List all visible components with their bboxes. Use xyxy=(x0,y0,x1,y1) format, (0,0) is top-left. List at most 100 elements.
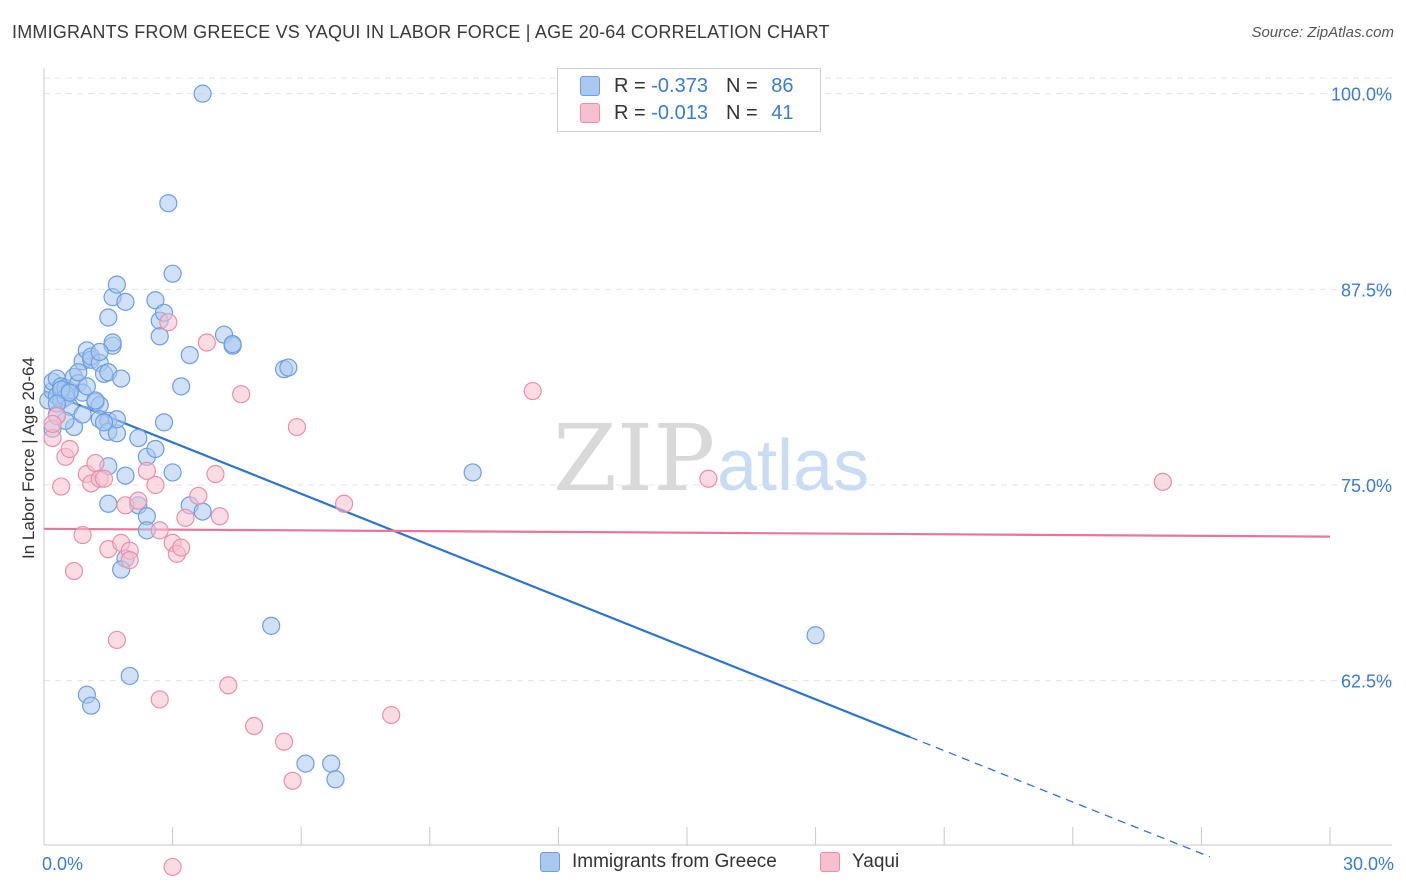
point-greece xyxy=(463,463,482,482)
point-yaqui xyxy=(146,475,165,495)
point-yaqui xyxy=(137,461,156,480)
point-greece xyxy=(154,413,174,432)
point-greece xyxy=(193,502,212,521)
point-greece xyxy=(193,84,212,103)
point-greece xyxy=(129,428,148,448)
point-yaqui xyxy=(283,771,302,790)
point-yaqui xyxy=(219,676,238,695)
point-greece xyxy=(322,754,341,773)
bottom-legend-greece: Immigrants from Greece xyxy=(540,851,777,873)
point-yaqui xyxy=(287,417,307,437)
legend-swatch-greece xyxy=(580,76,600,96)
point-yaqui xyxy=(232,385,251,404)
legend-r-value: -0.013 xyxy=(651,101,708,124)
point-greece xyxy=(120,666,139,686)
point-greece xyxy=(116,292,135,311)
point-greece xyxy=(103,333,122,352)
point-yaqui xyxy=(150,521,169,540)
watermark-zip: ZIP xyxy=(553,405,715,512)
point-yaqui xyxy=(73,525,92,545)
y-tick-label: 75.0% xyxy=(1341,476,1392,496)
legend-r-label: R = xyxy=(614,74,652,97)
point-yaqui xyxy=(60,439,79,459)
point-greece xyxy=(296,754,315,773)
legend-swatch-yaqui xyxy=(580,103,600,123)
point-greece xyxy=(279,358,298,377)
tick-labels: 100.0% 87.5% 75.0% 62.5% 0.0% 30.0% xyxy=(42,85,1394,874)
point-yaqui xyxy=(64,561,84,581)
point-greece xyxy=(77,377,96,396)
trend-line-yaqui xyxy=(43,527,1331,538)
legend-n-label: N = xyxy=(725,101,764,124)
point-yaqui xyxy=(107,630,126,650)
trend-line-greece-extrapolated xyxy=(909,736,1211,858)
grid-lines xyxy=(44,77,1392,682)
point-yaqui xyxy=(159,313,178,332)
point-greece xyxy=(172,377,191,396)
point-greece xyxy=(86,391,105,410)
point-greece xyxy=(112,369,131,388)
bottom-legend-label-yaqui: Yaqui xyxy=(852,851,900,872)
point-greece xyxy=(163,264,182,283)
legend-row-yaqui: R = -0.013 N = 41 xyxy=(580,100,793,126)
bottom-legend-yaqui: Yaqui xyxy=(820,851,899,873)
bottom-legend-label-greece: Immigrants from Greece xyxy=(572,851,777,872)
watermark: ZIP atlas xyxy=(553,405,869,512)
point-greece xyxy=(116,466,135,485)
point-greece xyxy=(180,345,199,365)
y-tick-label: 62.5% xyxy=(1341,672,1392,692)
y-tick-label: 100.0% xyxy=(1331,85,1392,105)
trend-line-greece xyxy=(43,390,911,739)
trend-lines xyxy=(43,390,1331,858)
correlation-legend: R = -0.373 N = 86 R = -0.013 N = 41 xyxy=(557,68,821,132)
point-yaqui xyxy=(86,453,105,473)
point-yaqui xyxy=(120,551,139,570)
x-tick-label: 30.0% xyxy=(1343,854,1394,874)
legend-r-value: -0.373 xyxy=(651,74,708,97)
point-greece xyxy=(82,696,101,715)
point-greece xyxy=(99,308,118,327)
point-yaqui xyxy=(244,716,264,736)
point-greece xyxy=(60,383,79,402)
source-label: Source: ZipAtlas.com xyxy=(1251,24,1394,41)
point-greece xyxy=(806,626,825,645)
point-greece xyxy=(326,770,345,789)
point-yaqui xyxy=(150,690,169,709)
point-yaqui xyxy=(1153,472,1172,491)
point-yaqui xyxy=(129,491,148,510)
point-yaqui xyxy=(163,857,182,877)
point-greece xyxy=(94,413,114,432)
legend-n-label: N = xyxy=(725,74,764,97)
point-yaqui xyxy=(382,705,401,725)
point-greece xyxy=(223,335,242,354)
point-greece xyxy=(146,291,165,310)
point-greece xyxy=(99,494,118,513)
point-yaqui xyxy=(94,469,114,488)
axes xyxy=(43,68,1392,846)
point-greece xyxy=(163,463,182,482)
legend-row-greece: R = -0.373 N = 86 xyxy=(580,73,793,99)
point-greece xyxy=(159,194,178,213)
point-yaqui xyxy=(523,381,542,401)
point-greece xyxy=(69,363,88,382)
point-greece xyxy=(150,327,169,346)
bottom-legend-swatch-yaqui xyxy=(820,852,840,872)
point-yaqui xyxy=(206,464,225,484)
bottom-legend-swatch-greece xyxy=(540,852,560,872)
legend-r-label: R = xyxy=(614,101,652,124)
point-greece xyxy=(146,439,165,459)
point-greece xyxy=(107,275,126,294)
chart-title: IMMIGRANTS FROM GREECE VS YAQUI IN LABOR… xyxy=(12,22,830,42)
legend-n-value: 86 xyxy=(771,74,794,97)
data-points xyxy=(39,84,1172,877)
point-yaqui xyxy=(334,494,354,513)
point-yaqui xyxy=(176,508,195,527)
point-yaqui xyxy=(52,477,71,496)
point-yaqui xyxy=(189,486,208,506)
point-greece xyxy=(90,342,109,362)
point-yaqui xyxy=(172,538,191,557)
point-yaqui xyxy=(43,414,62,434)
watermark-atlas: atlas xyxy=(717,426,869,506)
x-tick-label: 0.0% xyxy=(42,854,83,874)
